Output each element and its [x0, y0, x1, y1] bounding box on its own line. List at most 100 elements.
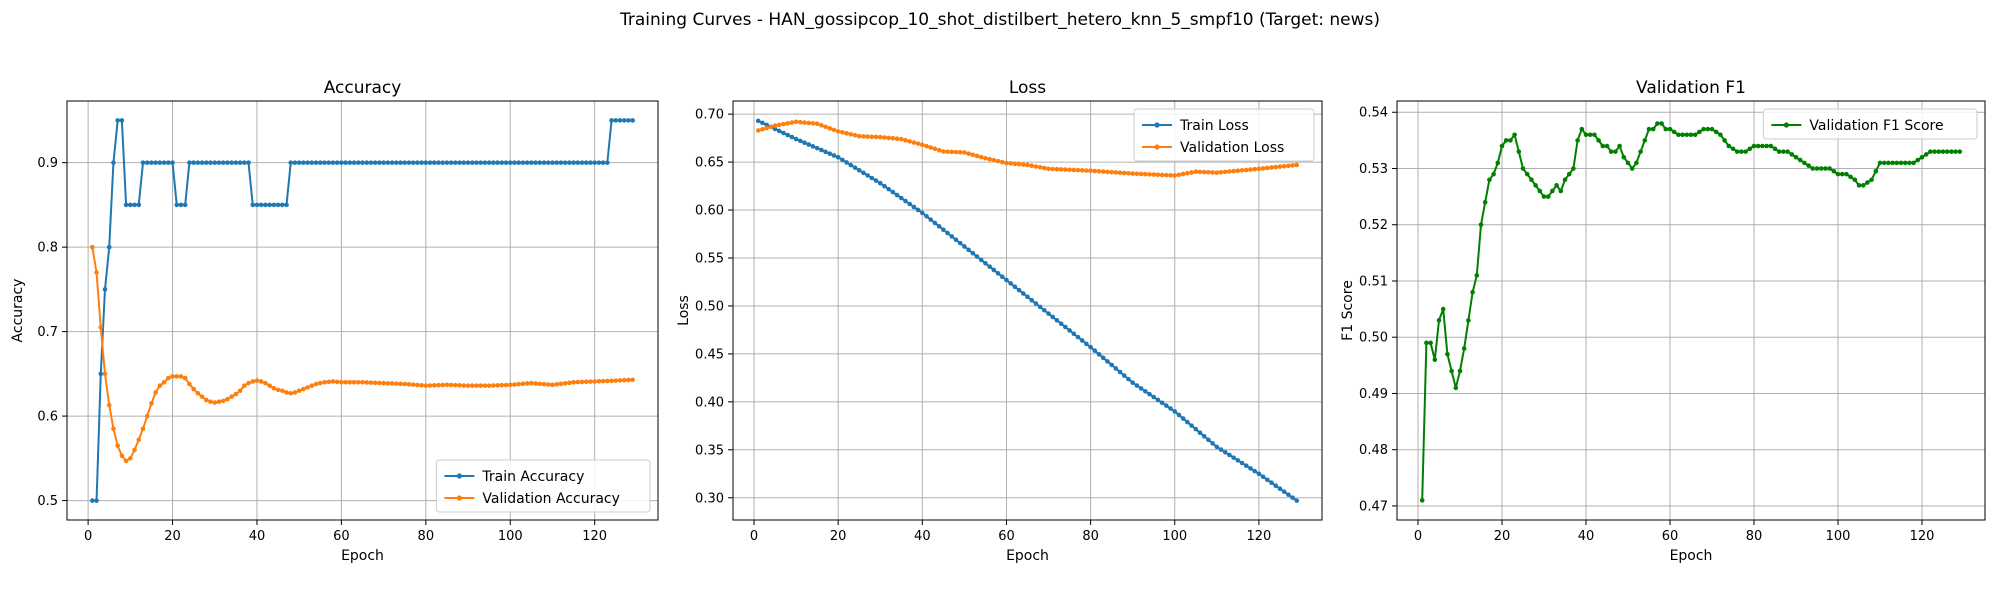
data-point: [1453, 385, 1459, 391]
data-point: [1667, 126, 1673, 132]
data-point: [1419, 498, 1425, 503]
data-point: [208, 399, 213, 405]
data-point: [554, 160, 559, 165]
data-point: [583, 379, 589, 385]
data-point: [974, 153, 980, 159]
data-point: [856, 167, 862, 173]
x-tick-label: 120: [1246, 529, 1271, 544]
data-point: [1252, 468, 1257, 474]
data-point: [351, 160, 357, 165]
data-point: [1873, 169, 1879, 174]
data-point: [495, 383, 500, 388]
data-point: [907, 139, 912, 144]
data-point: [157, 160, 163, 165]
data-point: [229, 394, 234, 399]
data-point: [806, 142, 812, 147]
data-point: [613, 118, 619, 123]
data-point: [1575, 138, 1580, 143]
data-point: [1281, 163, 1287, 169]
data-point: [343, 160, 348, 165]
data-point: [1218, 169, 1224, 175]
data-point: [140, 426, 146, 432]
data-point: [928, 145, 934, 150]
data-point: [1701, 126, 1706, 132]
data-point: [393, 160, 399, 165]
data-point: [182, 375, 188, 381]
chart-title: Loss: [1009, 78, 1046, 98]
data-point: [195, 390, 201, 396]
legend-label: Validation Accuracy: [482, 491, 620, 507]
data-point: [1063, 324, 1068, 330]
legend-frame: [1133, 108, 1315, 162]
chart-title: Validation F1: [1636, 78, 1746, 98]
data-point: [932, 220, 938, 226]
data-point: [541, 381, 547, 387]
data-point: [1541, 194, 1547, 199]
data-point: [1138, 386, 1144, 391]
data-point: [1474, 273, 1480, 278]
data-point: [1760, 143, 1765, 149]
data-point: [1478, 222, 1484, 228]
data-point: [898, 136, 904, 142]
data-point: [529, 160, 534, 165]
data-point: [1105, 359, 1110, 364]
data-point: [1608, 149, 1614, 154]
data-point: [630, 118, 635, 123]
data-point: [1823, 166, 1828, 171]
data-point: [233, 160, 239, 165]
data-point: [1936, 149, 1942, 154]
data-point: [364, 160, 370, 165]
data-point: [1814, 166, 1820, 171]
data-point: [1629, 166, 1635, 171]
data-point: [229, 160, 234, 165]
data-point: [149, 160, 154, 165]
data-point: [873, 178, 879, 183]
data-point: [1290, 495, 1295, 500]
data-point: [440, 160, 446, 165]
y-tick-label: 0.50: [695, 299, 724, 314]
data-point: [1596, 138, 1601, 143]
data-point: [823, 149, 828, 155]
data-point: [1487, 177, 1492, 183]
data-point: [882, 135, 887, 140]
data-point: [894, 192, 900, 198]
data-point: [1659, 121, 1664, 126]
data-point: [1734, 149, 1740, 154]
data-point: [254, 378, 260, 383]
data-point: [284, 202, 289, 208]
data-point: [482, 383, 488, 388]
data-point: [410, 160, 416, 165]
data-point: [292, 390, 298, 395]
data-point: [1839, 171, 1845, 177]
data-point: [835, 129, 841, 134]
data-point: [1751, 143, 1757, 149]
data-point: [1512, 132, 1517, 138]
data-point: [368, 160, 374, 165]
data-point: [503, 160, 509, 165]
data-point: [541, 160, 547, 165]
data-point: [1092, 168, 1098, 174]
data-point: [1844, 171, 1849, 177]
data-point: [1088, 344, 1093, 350]
data-point: [448, 382, 454, 388]
data-point: [1164, 172, 1169, 178]
data-point: [322, 160, 327, 165]
data-point: [436, 382, 441, 388]
data-point: [1482, 199, 1488, 205]
data-point: [144, 413, 150, 419]
data-point: [873, 134, 879, 140]
data-point: [1025, 294, 1030, 300]
data-point: [562, 381, 568, 386]
data-point: [579, 160, 585, 165]
data-point: [1277, 486, 1283, 491]
data-point: [309, 383, 315, 388]
data-point: [1944, 149, 1950, 154]
data-point: [296, 160, 302, 165]
data-point: [1755, 143, 1761, 149]
data-point: [983, 155, 988, 161]
data-point: [1856, 183, 1862, 188]
data-point: [237, 388, 243, 394]
data-point: [1096, 168, 1102, 174]
data-point: [814, 121, 820, 127]
data-point: [1776, 149, 1782, 154]
